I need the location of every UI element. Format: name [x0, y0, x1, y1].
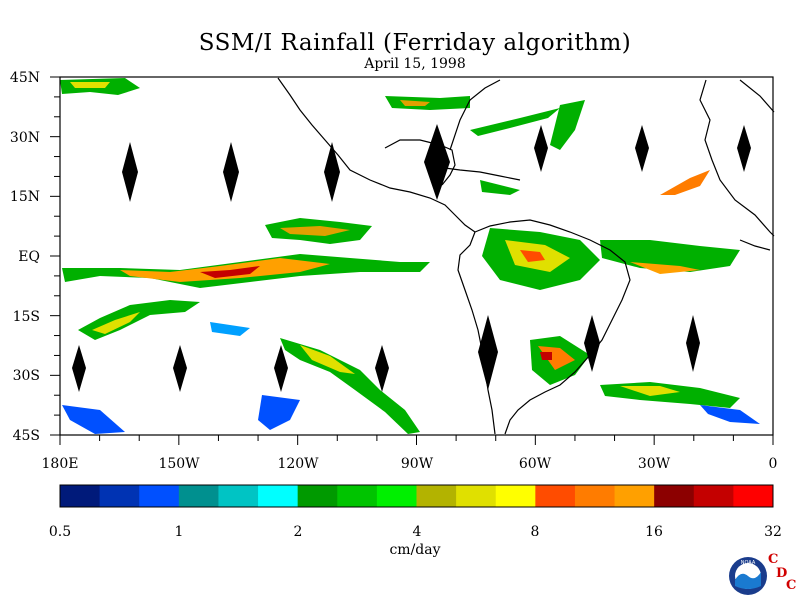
- colorbar-swatch: [614, 485, 655, 507]
- colorbar-tick-label: 0.5: [49, 524, 71, 540]
- colorbar-frame: [59, 484, 774, 508]
- lon-label: 120W: [277, 456, 319, 472]
- cdc-logo-letter: D: [776, 566, 788, 581]
- cdc-logo-letter: C: [768, 552, 779, 567]
- colorbar-swatch: [693, 485, 734, 507]
- map-date: April 15, 1998: [364, 56, 466, 72]
- colorbar-swatch: [495, 485, 536, 507]
- colorbar-units: cm/day: [389, 542, 441, 558]
- noaa-logo: NOAA: [729, 557, 767, 595]
- lat-label: 15N: [10, 189, 40, 205]
- lon-label: 30W: [638, 456, 671, 472]
- colorbar-tick-label: 2: [294, 524, 303, 540]
- colorbar-labels: 0.5 1 2 4 8 16 32: [49, 524, 782, 540]
- lat-label: 45S: [13, 428, 40, 444]
- colorbar-swatch: [99, 485, 140, 507]
- lon-label: 60W: [519, 456, 552, 472]
- colorbar-swatch: [574, 485, 616, 507]
- colorbar-swatch: [337, 485, 378, 507]
- colorbar-swatch: [733, 485, 774, 507]
- colorbar: [60, 485, 774, 507]
- lat-label: EQ: [18, 249, 40, 265]
- colorbar-swatch: [297, 485, 338, 507]
- colorbar-tick-label: 8: [531, 524, 540, 540]
- lat-label: 45N: [10, 70, 40, 86]
- lat-label: 30S: [13, 368, 40, 384]
- colorbar-tick-label: 4: [413, 524, 422, 540]
- colorbar-tick-label: 32: [764, 524, 782, 540]
- colorbar-swatch: [60, 485, 101, 507]
- colorbar-swatch: [376, 485, 417, 507]
- cdc-logo-letter: C: [786, 578, 797, 593]
- lon-axis: 180E 150W 120W 90W 60W 30W 0: [42, 456, 778, 472]
- rainfall-swaths: [60, 78, 760, 434]
- colorbar-swatch: [258, 485, 299, 507]
- lon-label: 0: [769, 456, 778, 472]
- noaa-logo-text: NOAA: [741, 560, 756, 566]
- map-title: SSM/I Rainfall (Ferriday algorithm): [198, 30, 632, 56]
- lon-label: 180E: [42, 456, 79, 472]
- lat-axis: 45N 30N 15N EQ 15S 30S 45S: [10, 70, 40, 444]
- coastlines: [277, 77, 775, 435]
- colorbar-swatch: [535, 485, 576, 507]
- colorbar-tick-label: 1: [175, 524, 184, 540]
- colorbar-swatch: [654, 485, 695, 507]
- colorbar-swatch: [139, 485, 180, 507]
- lat-label: 15S: [13, 309, 40, 325]
- colorbar-swatch: [416, 485, 457, 507]
- colorbar-swatch: [178, 485, 219, 507]
- swath-gap-markers: [72, 124, 751, 392]
- lon-label: 90W: [401, 456, 434, 472]
- lon-label: 150W: [158, 456, 200, 472]
- colorbar-swatch: [456, 485, 497, 507]
- colorbar-swatch: [218, 485, 259, 507]
- colorbar-tick-label: 16: [645, 524, 663, 540]
- lat-label: 30N: [10, 130, 40, 146]
- axis-ticks: [50, 76, 774, 445]
